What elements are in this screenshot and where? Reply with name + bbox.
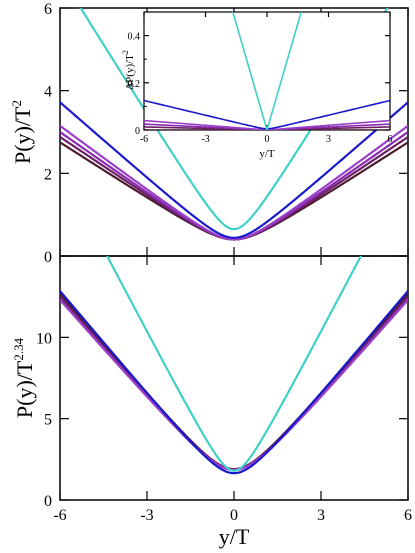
inset-x-tick-label: 6 [388, 134, 393, 145]
top-y-axis-label: P(y)/T2 [9, 100, 35, 164]
bottom-x-tick-label: 3 [317, 507, 325, 524]
bottom-series-line-2 [60, 298, 408, 472]
top-series-line-1 [60, 136, 408, 241]
top-series-line-0 [60, 141, 408, 241]
bottom-series-line-0 [60, 292, 408, 471]
bottom-x-tick-label: 0 [230, 507, 238, 524]
inset-series-line-3 [144, 119, 390, 130]
top-series-line-3 [60, 124, 408, 241]
inset-x-tick-label: -3 [201, 134, 209, 145]
inset-series-line-2 [144, 123, 390, 130]
inset-x-axis-label: y/T [259, 148, 275, 160]
bottom-series-line-5 [105, 256, 363, 472]
bottom-x-tick-label: -3 [140, 507, 153, 524]
inset-x-tick-label: 3 [326, 134, 331, 145]
inset-x-tick-label: -6 [140, 134, 148, 145]
bottom-series-line-4 [60, 290, 408, 475]
bottom-y-tick-label: 5 [44, 412, 52, 429]
inset-series-line-1 [144, 126, 390, 130]
inset-y-tick-label: 0.2 [128, 79, 141, 90]
inset-y-tick-label: 0 [135, 126, 140, 137]
bottom-series-line-1 [60, 295, 408, 471]
bottom-y-tick-label: 0 [44, 493, 52, 510]
bottom-y-tick-label: 10 [36, 330, 52, 347]
inset-panel: -6 -3 0 3 6 0 0.2 0.4 y/T ΔP(y)/T2 [121, 11, 393, 160]
inset-plot-frame [143, 11, 391, 131]
top-y-tick-label: 2 [44, 166, 52, 183]
inset-y-tick-label: 0.4 [128, 32, 141, 43]
bottom-y-axis-label: P(y)/T2.34 [11, 337, 37, 418]
bottom-x-tick-label: -6 [53, 507, 66, 524]
inset-curves [144, 12, 390, 130]
top-y-tick-label: 4 [44, 84, 52, 101]
bottom-curves [60, 256, 408, 475]
bottom-ticks: -6 -3 0 3 6 0 5 10 [36, 256, 412, 524]
top-y-tick-label: 6 [44, 1, 52, 18]
inset-y-axis-label: ΔP(y)/T2 [121, 50, 136, 90]
top-y-tick-label: 0 [44, 249, 52, 266]
bottom-plot-frame [59, 255, 409, 501]
bottom-x-axis-label: y/T [219, 524, 250, 549]
bottom-panel: -6 -3 0 3 6 0 5 10 P(y)/T2.34 y/T [11, 255, 412, 549]
bottom-x-tick-label: 6 [404, 507, 412, 524]
top-series-line-4 [60, 101, 408, 239]
inset-x-tick-label: 0 [265, 134, 270, 145]
bottom-series-line-3 [60, 299, 408, 472]
